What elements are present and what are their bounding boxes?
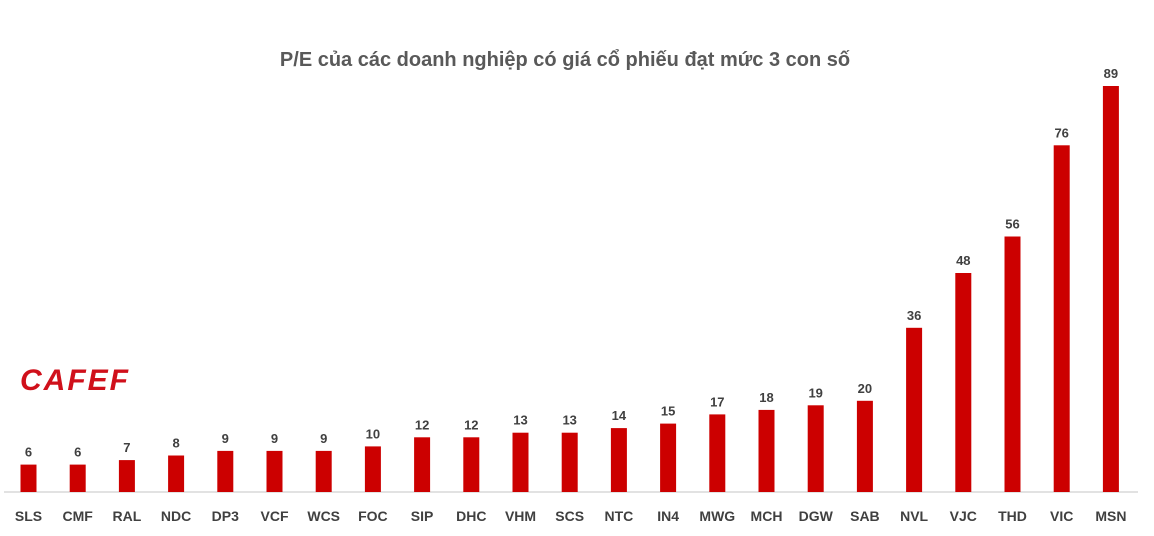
value-label-in4: 15 [661, 404, 675, 419]
tick-label-vic: VIC [1050, 508, 1073, 524]
bar-wcs [315, 450, 332, 492]
value-label-vic: 76 [1054, 125, 1068, 140]
tick-label-mch: MCH [751, 508, 783, 524]
value-label-dhc: 12 [464, 417, 478, 432]
bar-vic [1053, 145, 1070, 493]
bar-ral [118, 460, 135, 492]
bar-ntc [610, 428, 627, 492]
tick-label-wcs: WCS [307, 508, 340, 524]
tick-label-thd: THD [998, 508, 1027, 524]
bar-in4 [660, 423, 677, 492]
chart-title: P/E của các doanh nghiệp có giá cổ phiếu… [280, 49, 850, 71]
tick-label-sab: SAB [850, 508, 880, 524]
tick-label-ndc: NDC [161, 508, 191, 524]
tick-label-ral: RAL [113, 508, 142, 524]
bar-dhc [463, 437, 480, 492]
bar-mwg [709, 414, 726, 492]
tick-label-vjc: VJC [950, 508, 977, 524]
bar-vhm [512, 432, 529, 492]
tick-label-msn: MSN [1095, 508, 1126, 524]
bar-scs [561, 432, 578, 492]
value-label-dgw: 19 [808, 385, 822, 400]
tick-label-cmf: CMF [63, 508, 94, 524]
bar-dp3 [217, 450, 234, 492]
value-label-scs: 13 [562, 413, 576, 428]
value-label-sab: 20 [858, 381, 872, 396]
bar-sab [856, 400, 873, 492]
bar-vcf [266, 450, 283, 492]
value-label-cmf: 6 [74, 445, 81, 460]
tick-label-dhc: DHC [456, 508, 486, 524]
value-label-ral: 7 [123, 440, 130, 455]
value-label-vjc: 48 [956, 253, 970, 268]
tick-label-nvl: NVL [900, 508, 928, 524]
bar-thd [1004, 236, 1021, 492]
value-label-mwg: 17 [710, 394, 724, 409]
value-label-vhm: 13 [513, 413, 527, 428]
value-label-msn: 89 [1104, 66, 1118, 81]
value-label-thd: 56 [1005, 217, 1019, 232]
tick-label-vcf: VCF [261, 508, 289, 524]
bar-msn [1102, 86, 1119, 492]
value-label-foc: 10 [366, 426, 380, 441]
tick-label-foc: FOC [358, 508, 388, 524]
tick-label-sip: SIP [411, 508, 434, 524]
tick-label-dp3: DP3 [212, 508, 239, 524]
tick-label-dgw: DGW [799, 508, 834, 524]
value-label-ndc: 8 [172, 436, 179, 451]
cafef-logo: CAFEF [20, 364, 130, 397]
bar-mch [758, 409, 775, 492]
bar-nvl [906, 327, 923, 492]
value-label-vcf: 9 [271, 431, 278, 446]
bar-cmf [69, 464, 86, 492]
bar-ndc [168, 455, 185, 492]
value-label-ntc: 14 [612, 408, 627, 423]
tick-label-in4: IN4 [657, 508, 679, 524]
bar-dgw [807, 405, 824, 492]
value-label-wcs: 9 [320, 431, 327, 446]
category-tick-labels-group: SLS CMF RAL NDC DP3 VCF WCS FOC SIP DHC VHM SCS NTC I… [15, 508, 1127, 524]
tick-label-mwg: MWG [699, 508, 735, 524]
tick-label-ntc: NTC [605, 508, 634, 524]
tick-label-scs: SCS [555, 508, 584, 524]
bar-foc [364, 446, 381, 492]
value-label-dp3: 9 [222, 431, 229, 446]
bar-vjc [955, 273, 972, 492]
value-label-sls: 6 [25, 445, 32, 460]
bar-sip [414, 437, 431, 492]
value-label-mch: 18 [759, 390, 773, 405]
cafef-logo-text: CAFEF [20, 364, 130, 397]
bars-group [20, 86, 1119, 493]
bar-sls [20, 464, 37, 492]
tick-label-sls: SLS [15, 508, 42, 524]
tick-label-vhm: VHM [505, 508, 536, 524]
value-label-nvl: 36 [907, 308, 921, 323]
value-label-sip: 12 [415, 417, 429, 432]
